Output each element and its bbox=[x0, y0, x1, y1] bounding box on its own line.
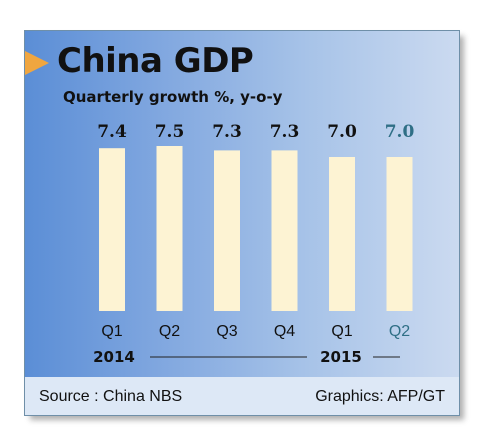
bar-6 bbox=[386, 157, 413, 311]
chart-card: China GDP Quarterly growth %, y-o-y 7.4 Q… bbox=[24, 30, 460, 416]
bar-5 bbox=[329, 157, 355, 311]
bar-chart: 7.4 Q1 7.5 Q2 7.3 Q3 7.3 Q4 7.0 Q1 7.0 Q2 2014 2015 bbox=[93, 122, 415, 366]
bar-4 bbox=[271, 150, 298, 311]
bar-2 bbox=[156, 146, 183, 311]
category-label-3: Q3 bbox=[216, 323, 237, 340]
year-label-2014: 2014 bbox=[93, 348, 135, 366]
chart-title: China GDP bbox=[57, 41, 254, 81]
bar-1 bbox=[99, 148, 125, 311]
category-label-1: Q1 bbox=[101, 323, 122, 340]
graphics-credit: Graphics: AFP/GT bbox=[315, 388, 445, 405]
category-label-6: Q2 bbox=[389, 323, 410, 340]
value-label-6: 7.0 bbox=[385, 122, 415, 142]
category-label-5: Q1 bbox=[331, 323, 352, 340]
chart-subtitle: Quarterly growth %, y-o-y bbox=[63, 88, 283, 106]
value-label-2: 7.5 bbox=[155, 122, 185, 142]
source-note: Source : China NBS bbox=[39, 388, 183, 405]
footer-band bbox=[25, 377, 459, 415]
arrow-marker-icon bbox=[25, 51, 49, 75]
category-label-2: Q2 bbox=[159, 323, 180, 340]
value-label-5: 7.0 bbox=[327, 122, 357, 142]
bar-3 bbox=[214, 150, 240, 311]
value-label-4: 7.3 bbox=[270, 122, 300, 142]
value-label-1: 7.4 bbox=[97, 122, 127, 142]
year-label-2015: 2015 bbox=[320, 348, 362, 366]
category-label-4: Q4 bbox=[274, 323, 295, 340]
value-label-3: 7.3 bbox=[212, 122, 242, 142]
